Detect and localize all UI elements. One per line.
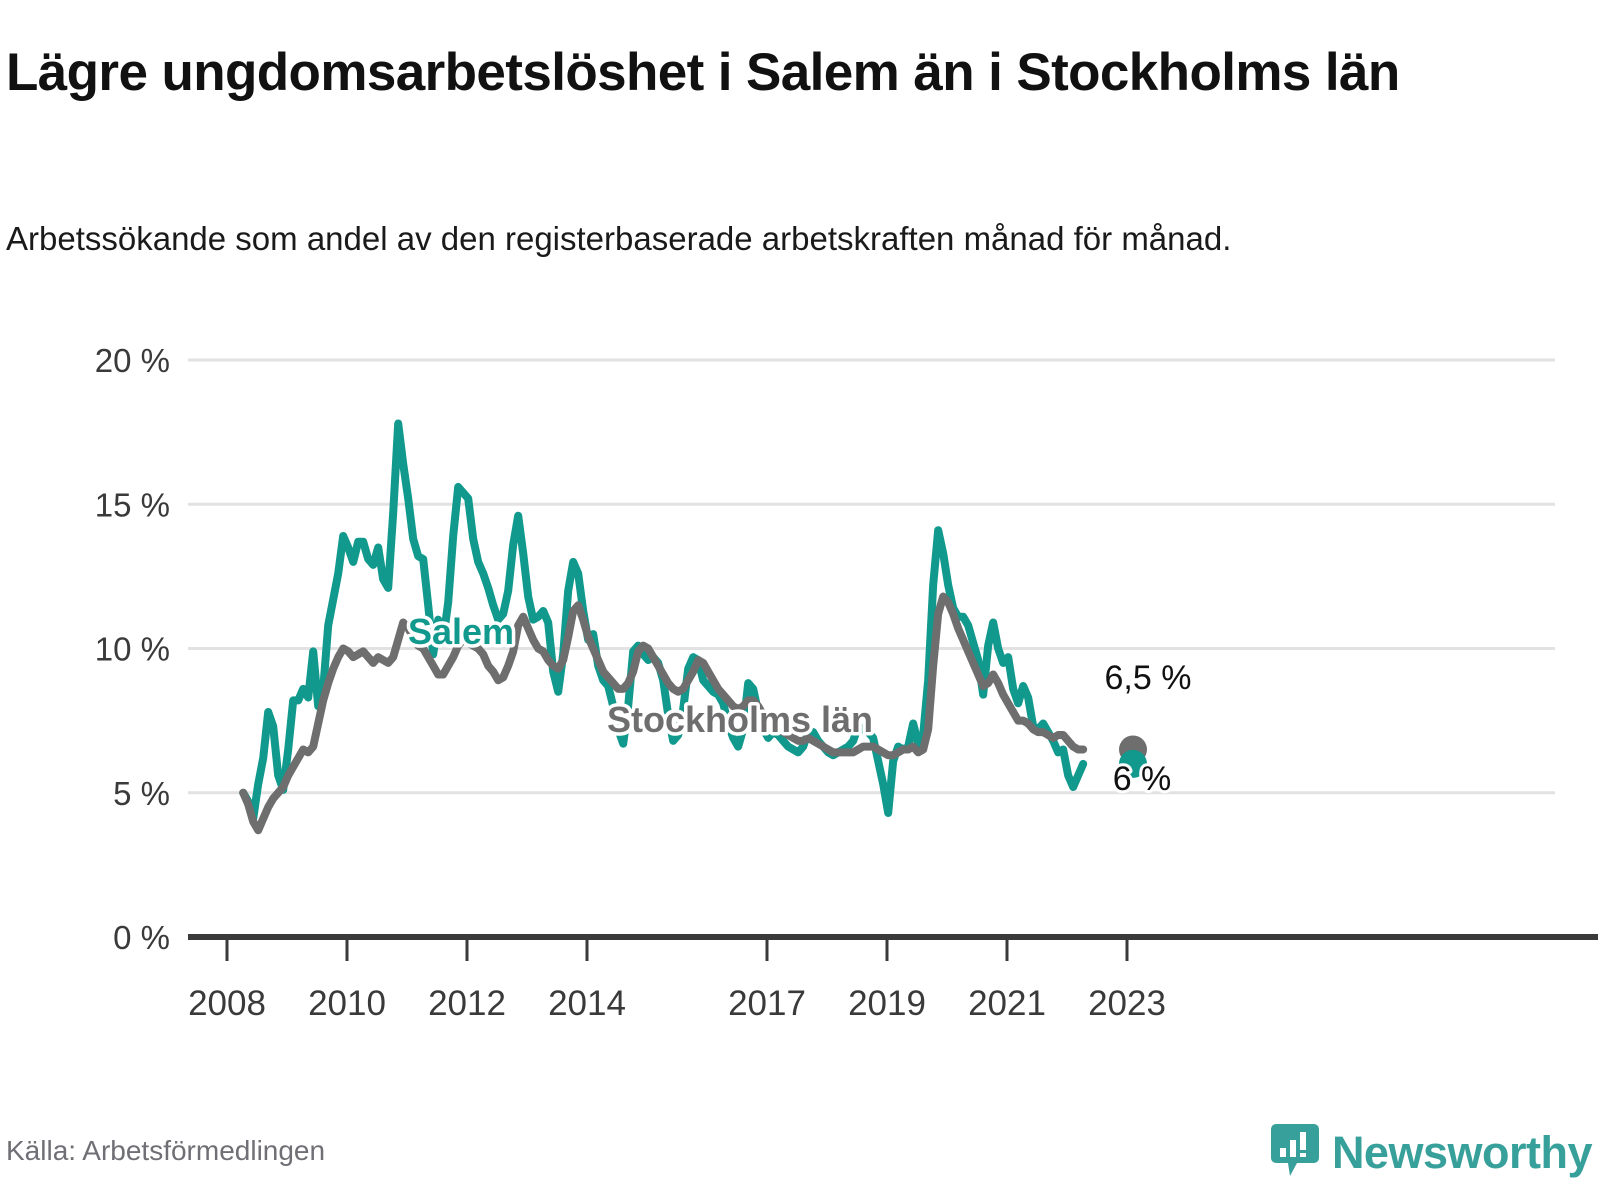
x-tick-label-2021: 2021 — [968, 984, 1046, 1023]
y-tick-label-0: 0 % — [113, 919, 170, 956]
x-axis-group: 2008 2010 2012 2014 2017 2019 2021 2023 — [188, 934, 1598, 1023]
page-title: Lägre ungdomsarbetslöshet i Salem än i S… — [6, 42, 1400, 102]
x-tick-label-2010: 2010 — [308, 984, 386, 1023]
stockholm-end-value: 6,5 % — [1105, 659, 1192, 697]
page-subtitle: Arbetssökande som andel av den registerb… — [6, 220, 1232, 257]
x-tick-label-2017: 2017 — [728, 984, 806, 1023]
endpoint-dot-salem — [1119, 749, 1147, 778]
y-tick-label-5: 5 % — [113, 775, 170, 812]
x-tick-label-2019: 2019 — [848, 984, 926, 1023]
y-tick-label-15: 15 % — [95, 486, 170, 523]
salem-end-value: 6 % — [1113, 760, 1172, 798]
y-tick-label-20: 20 % — [95, 342, 170, 379]
newsworthy-wordmark: Newsworthy — [1331, 1126, 1593, 1178]
y-tick-label-10: 10 % — [95, 631, 170, 668]
newsworthy-logo[interactable]: Newsworthy — [1269, 1122, 1593, 1183]
chart-svg: 0 % 5 % 10 % 15 % 20 % Salem Stockholms län 6,… — [95, 342, 1598, 1023]
series-line-stockholms-l-n — [239, 592, 1088, 835]
stockholm-series-label: Stockholms län — [607, 699, 873, 740]
x-tick-label-2008: 2008 — [188, 984, 266, 1023]
line-chart: 0 % 5 % 10 % 15 % 20 % Salem Stockholms län 6,… — [0, 300, 1600, 1060]
source-note: Källa: Arbetsförmedlingen — [6, 1135, 326, 1166]
endpoint-markers-group — [1119, 735, 1147, 778]
salem-series-label: Salem — [408, 611, 514, 652]
bar-chart-speech-bubble-icon — [1269, 1122, 1321, 1183]
x-tick-label-2012: 2012 — [428, 984, 506, 1023]
gridlines-group: 0 % 5 % 10 % 15 % 20 % — [95, 342, 1555, 956]
series-paths-group — [239, 419, 1088, 835]
x-tick-label-2023: 2023 — [1088, 984, 1166, 1023]
annotations-group: Salem Stockholms län 6,5 % 6 % — [404, 608, 1194, 801]
x-tick-label-2014: 2014 — [548, 984, 626, 1023]
